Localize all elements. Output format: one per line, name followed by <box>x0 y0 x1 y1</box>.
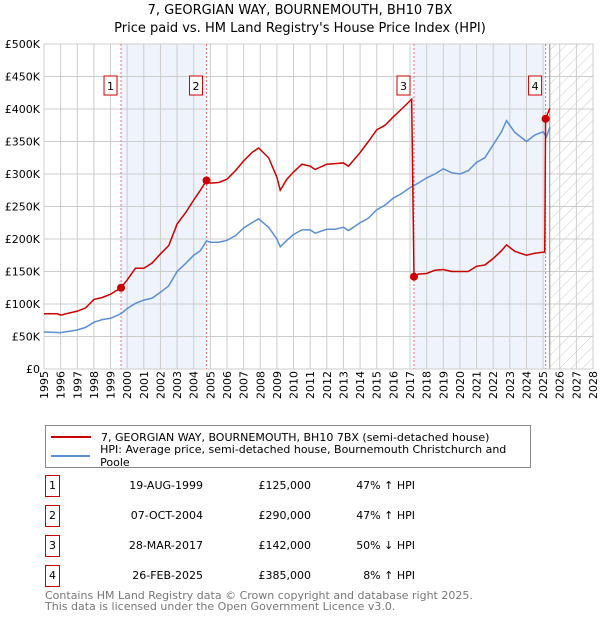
sale-price: £125,000 <box>258 479 312 492</box>
legend-swatch-red <box>51 436 91 438</box>
y-tick-label: £500K <box>5 38 41 51</box>
legend: 7, GEORGIAN WAY, BOURNEMOUTH, BH10 7BX (… <box>45 425 531 469</box>
x-tick-label: 1998 <box>88 371 101 399</box>
x-tick-label: 2010 <box>288 371 301 399</box>
sale-date: 19-AUG-1999 <box>129 479 203 492</box>
x-tick-label: 2002 <box>154 371 167 399</box>
sale-point <box>541 114 550 123</box>
sale-label-box <box>189 75 204 96</box>
x-tick-label: 2018 <box>421 371 434 399</box>
legend-item-hpi: HPI: Average price, semi-detached house,… <box>51 443 530 469</box>
sale-date: 07-OCT-2004 <box>130 509 203 522</box>
chart-subtitle: Price paid vs. HM Land Registry's House … <box>114 21 486 36</box>
x-tick-label: 2021 <box>471 371 484 399</box>
x-tick-label: 2024 <box>520 371 533 399</box>
x-tick-label: 2019 <box>437 371 450 399</box>
sale-label-box <box>103 75 118 96</box>
x-tick-label: 2005 <box>204 371 217 399</box>
sale-marker-box: 4 <box>45 565 60 587</box>
sale-row: 2 07-OCT-2004 £290,000 47% ↑ HPI <box>45 505 445 527</box>
x-tick-label: 2012 <box>321 371 334 399</box>
x-tick-label: 2009 <box>271 371 284 399</box>
sale-label: 3 <box>400 80 407 93</box>
x-tick-label: 2001 <box>138 371 151 399</box>
chart-title: 7, GEORGIAN WAY, BOURNEMOUTH, BH10 7BX <box>147 3 453 18</box>
x-tick-label: 2017 <box>404 371 417 399</box>
x-tick-label: 1996 <box>55 371 68 399</box>
x-tick-label: 2027 <box>570 371 583 399</box>
x-tick-label: 1997 <box>71 371 84 399</box>
y-tick-label: £200K <box>5 233 41 246</box>
legend-swatch-blue <box>51 455 91 457</box>
legend-item-property: 7, GEORGIAN WAY, BOURNEMOUTH, BH10 7BX (… <box>51 428 489 446</box>
sale-price: £142,000 <box>258 539 312 552</box>
sale-price: £385,000 <box>258 569 312 582</box>
footer-line-1: Contains HM Land Registry data © Crown c… <box>45 589 473 602</box>
x-tick-label: 2026 <box>554 371 567 399</box>
sale-point <box>117 283 126 292</box>
x-tick-label: 2008 <box>254 371 267 399</box>
sale-hpi-change: 47% ↑ HPI <box>356 479 415 492</box>
sale-label-box <box>528 75 543 96</box>
sale-point <box>202 176 211 185</box>
sale-row: 3 28-MAR-2017 £142,000 50% ↓ HPI <box>45 535 445 557</box>
x-tick-label: 2003 <box>171 371 184 399</box>
sale-marker-box: 2 <box>45 505 60 527</box>
sale-label: 4 <box>532 80 539 93</box>
sale-row: 1 19-AUG-1999 £125,000 47% ↑ HPI <box>45 475 445 497</box>
x-tick-label: 2000 <box>121 371 134 399</box>
x-tick-label: 1995 <box>38 371 51 399</box>
sale-price: £290,000 <box>258 509 312 522</box>
sale-date: 28-MAR-2017 <box>128 539 203 552</box>
price-chart: 1995 1996 1997 1998 1999 2000 2001 2002 2003 2004… <box>5 38 600 399</box>
x-tick-label: 2020 <box>454 371 467 399</box>
x-tick-label: 2007 <box>238 371 251 399</box>
sale-marker-box: 3 <box>45 535 60 557</box>
y-tick-label: £300K <box>5 168 41 181</box>
y-tick-label: £50K <box>12 331 41 344</box>
y-tick-label: £400K <box>5 103 41 116</box>
y-tick-label: £150K <box>5 266 41 279</box>
x-tick-label: 1999 <box>105 371 118 399</box>
y-tick-label: £0 <box>26 363 40 376</box>
x-tick-label: 2015 <box>371 371 384 399</box>
x-tick-label: 2028 <box>587 371 600 399</box>
series-line <box>44 97 551 316</box>
sale-date: 26-FEB-2025 <box>132 569 203 582</box>
sale-label: 1 <box>107 80 114 93</box>
legend-label: HPI: Average price, semi-detached house,… <box>100 443 507 469</box>
x-tick-label: 2016 <box>387 371 400 399</box>
sale-hpi-change: 50% ↓ HPI <box>356 539 415 552</box>
x-tick-label: 2004 <box>188 371 201 399</box>
legend-label: 7, GEORGIAN WAY, BOURNEMOUTH, BH10 7BX (… <box>101 430 490 444</box>
x-tick-label: 2011 <box>304 371 317 399</box>
sale-label-box <box>396 75 411 96</box>
y-tick-label: £100K <box>5 298 41 311</box>
sale-point <box>409 272 418 281</box>
plot-border <box>43 43 594 370</box>
sale-hpi-change: 8% ↑ HPI <box>363 569 415 582</box>
x-tick-label: 2025 <box>537 371 550 399</box>
x-tick-label: 2014 <box>354 371 367 399</box>
x-tick-label: 2023 <box>504 371 517 399</box>
series-line <box>43 119 551 334</box>
sale-hpi-change: 47% ↑ HPI <box>356 509 415 522</box>
footer-line-2: This data is licensed under the Open Gov… <box>45 600 396 613</box>
sale-marker-box: 1 <box>45 475 60 497</box>
x-tick-label: 2006 <box>221 371 234 399</box>
sale-row: 4 26-FEB-2025 £385,000 8% ↑ HPI <box>45 565 445 587</box>
y-tick-label: £350K <box>5 136 41 149</box>
x-tick-label: 2013 <box>337 371 350 399</box>
sale-label: 2 <box>193 80 200 93</box>
x-tick-label: 2022 <box>487 371 500 399</box>
y-tick-label: £250K <box>5 201 41 214</box>
y-tick-label: £450K <box>5 71 41 84</box>
